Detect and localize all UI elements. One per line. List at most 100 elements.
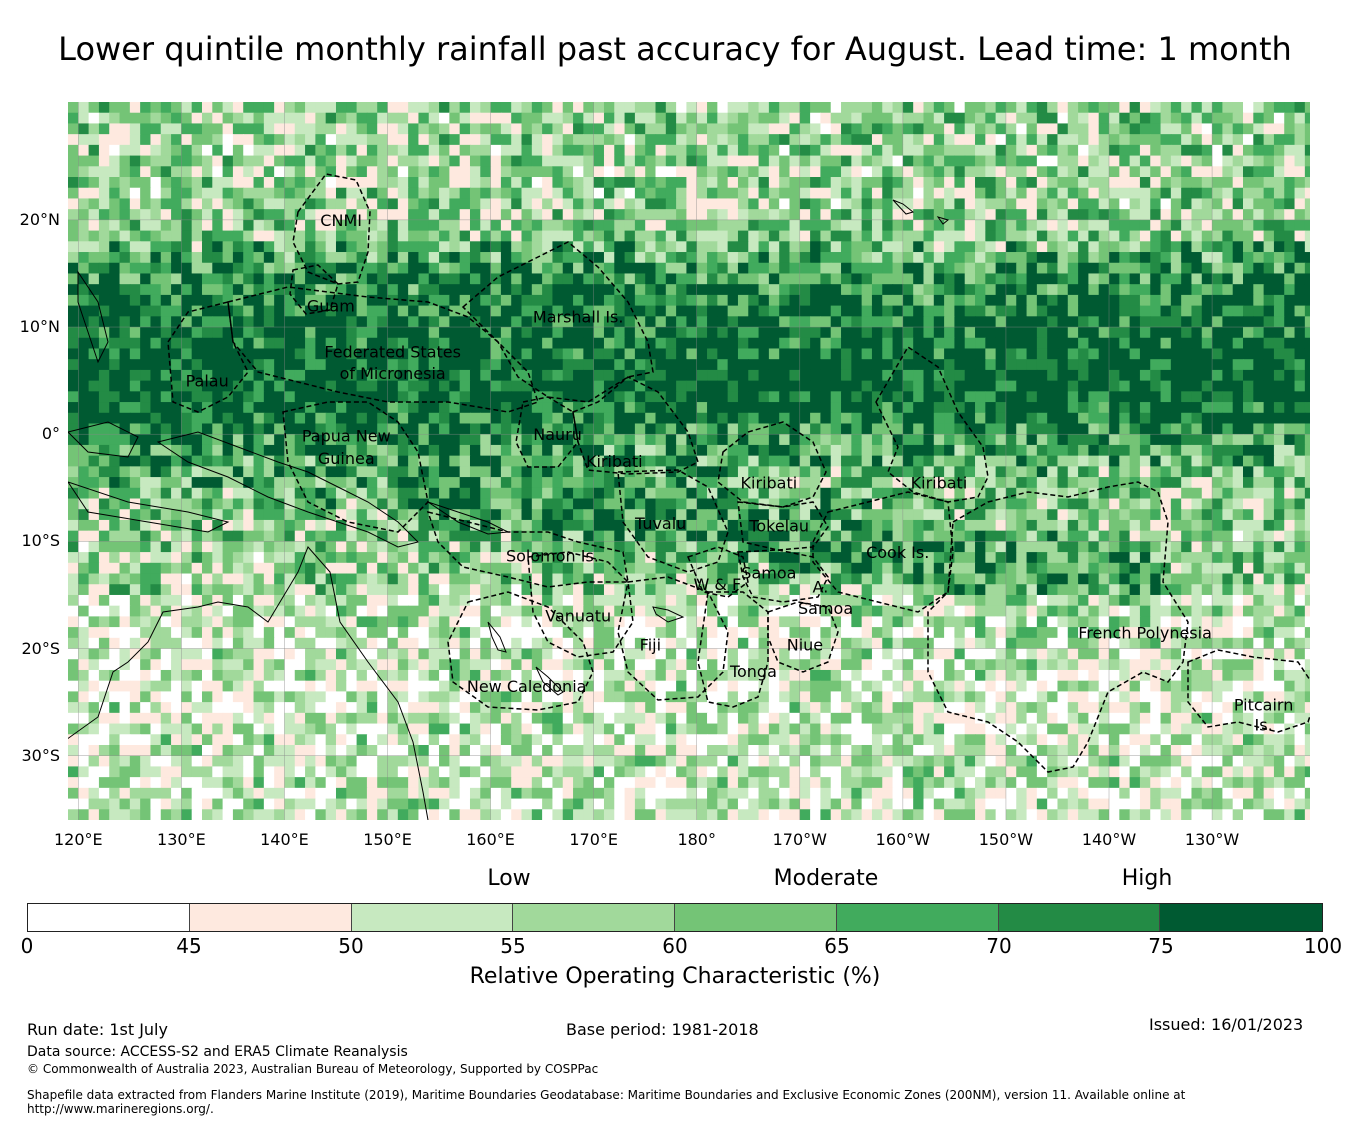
grid-cell [1201,466,1213,478]
grid-cell [140,369,152,382]
grid-cell [191,541,203,553]
grid-cell [779,187,791,200]
grid-cell [160,123,172,135]
grid-cell [243,177,255,189]
grid-cell [954,219,966,232]
grid-cell [1222,155,1234,167]
grid-cell [263,155,275,167]
grid-cell [954,273,966,285]
grid-cell [892,477,904,489]
grid-cell [1067,166,1079,178]
grid-cell [923,294,935,307]
grid-cell [851,187,863,200]
grid-cell [810,209,822,221]
grid-cell [449,198,461,210]
grid-cell [428,262,440,275]
grid-cell [552,134,564,146]
grid-cell [222,434,234,446]
grid-cell [222,134,234,146]
grid-cell [696,455,708,467]
grid-cell [985,348,997,360]
grid-cell [737,477,749,489]
grid-cell [315,444,327,457]
grid-cell [1212,112,1223,125]
grid-cell [1078,252,1089,264]
grid-cell [408,230,420,242]
grid-cell [1253,198,1265,210]
grid-cell [439,294,450,307]
grid-cell [1191,112,1203,125]
grid-cell [521,369,533,382]
grid-cell [1263,423,1275,435]
grid-cell [964,230,976,242]
grid-cell [98,412,110,425]
grid-cell [439,134,450,146]
grid-cell [923,327,935,339]
grid-cell [212,402,224,414]
grid-cell [861,144,873,157]
grid-cell [88,402,100,414]
grid-cell [1139,316,1151,328]
grid-cell [779,177,791,189]
grid-cell [366,477,378,489]
grid-cell [521,241,533,253]
grid-cell [88,102,100,114]
grid-cell [232,498,244,510]
grid-cell [799,187,811,200]
grid-cell [954,412,966,425]
grid-cell [490,380,502,392]
grid-cell [1005,294,1017,307]
grid-cell [985,209,997,221]
grid-cell [871,434,883,446]
grid-cell [944,423,956,435]
grid-cell [129,230,141,242]
grid-cell [861,123,873,135]
grid-cell [356,519,368,532]
grid-cell [1160,144,1172,157]
grid-cell [655,252,667,264]
grid-cell [975,230,986,242]
grid-cell [500,284,512,296]
grid-cell [1119,144,1131,157]
grid-cell [603,316,615,328]
grid-cell [171,498,182,510]
grid-cell [573,519,584,532]
grid-cell [1098,123,1110,135]
grid-cell [325,144,337,157]
grid-cell [923,434,935,446]
grid-cell [1181,412,1193,425]
grid-cell [449,455,461,467]
grid-cell [593,230,605,242]
grid-cell [1294,198,1306,210]
grid-cell [119,198,131,210]
grid-cell [820,487,832,500]
grid-cell [913,477,925,489]
grid-cell [1150,305,1162,317]
grid-cell [366,123,378,135]
grid-cell [562,477,574,489]
grid-cell [263,219,275,232]
grid-cell [191,444,203,457]
grid-cell [1078,444,1089,457]
grid-cell [1304,359,1310,371]
grid-cell [542,112,554,125]
grid-cell [531,509,543,521]
grid-cell [1201,155,1213,167]
grid-cell [902,166,914,178]
grid-cell [892,402,904,414]
grid-cell [871,369,883,382]
grid-cell [531,102,543,114]
grid-cell [335,209,347,221]
grid-cell [521,219,533,232]
grid-cell [665,155,677,167]
grid-cell [191,434,203,446]
grid-cell [356,369,368,382]
grid-cell [861,219,873,232]
grid-cell [1129,423,1141,435]
grid-cell [1284,402,1296,414]
grid-cell [768,466,780,478]
grid-cell [160,327,172,339]
grid-cell [232,402,244,414]
grid-cell [140,477,152,489]
grid-cell [686,155,698,167]
